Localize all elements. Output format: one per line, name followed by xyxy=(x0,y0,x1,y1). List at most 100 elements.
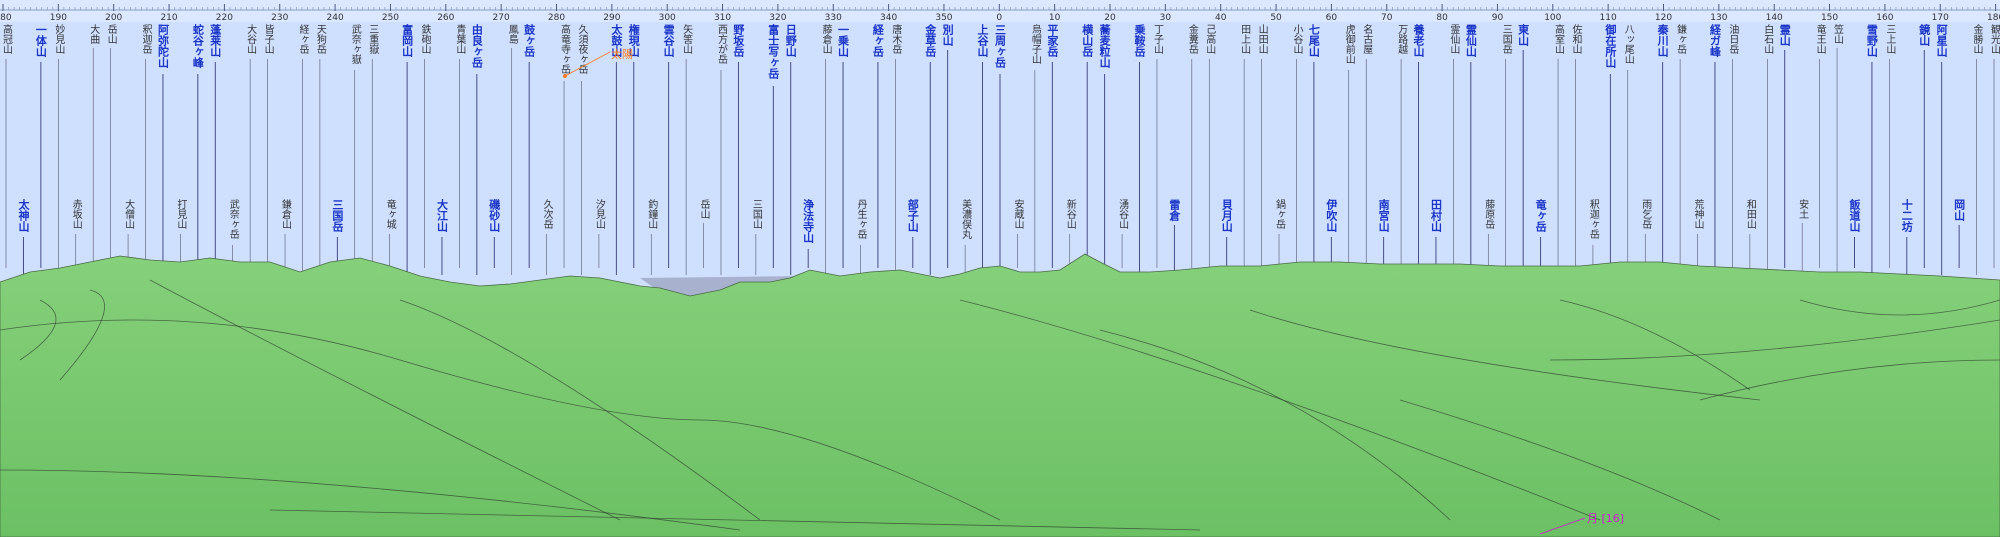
peak-label[interactable]: 鼓ヶ岳 xyxy=(523,23,536,57)
peak-label[interactable]: 小谷山 xyxy=(1291,24,1303,54)
peak-label[interactable]: 安蔵山 xyxy=(1012,198,1024,229)
peak-label[interactable]: 野坂岳 xyxy=(732,24,745,57)
peak-label[interactable]: 雷倉 xyxy=(1168,199,1182,222)
peak-label[interactable]: 伊吹山 xyxy=(1325,198,1339,233)
peak-label[interactable]: 和田山 xyxy=(1744,199,1756,229)
peak-label[interactable]: 西方が岳 xyxy=(715,24,727,65)
peak-label[interactable]: 由良ヶ岳 xyxy=(470,23,483,68)
peak-label[interactable]: 三国山 xyxy=(750,199,762,229)
peak-label[interactable]: 八ッ尾山 xyxy=(1622,24,1634,64)
peak-label[interactable]: 岳山 xyxy=(105,24,117,44)
peak-label[interactable]: 金糞岳 xyxy=(1186,23,1198,55)
peak-label[interactable]: 皆子山 xyxy=(262,24,274,54)
peak-label[interactable]: 一乗山 xyxy=(837,24,850,58)
peak-label[interactable]: 安土 xyxy=(1797,198,1809,219)
peak-label[interactable]: 佐和山 xyxy=(1570,24,1582,54)
peak-label[interactable]: 大曲 xyxy=(88,23,100,44)
peak-label[interactable]: 虎御前山 xyxy=(1343,24,1355,64)
peak-label[interactable]: 鏡山 xyxy=(1918,23,1931,47)
peak-label[interactable]: 東山 xyxy=(1517,23,1530,47)
peak-label[interactable]: 別山 xyxy=(941,23,955,47)
peak-label[interactable]: 貝月山 xyxy=(1220,199,1234,233)
peak-label[interactable]: 釈迦ヶ岳 xyxy=(1587,198,1599,240)
peak-label[interactable]: 鉄砲山 xyxy=(419,23,431,54)
peak-label[interactable]: 観光山 xyxy=(1989,23,2000,54)
peak-label[interactable]: 雲谷山 xyxy=(662,24,675,58)
peak-label[interactable]: 岡山 xyxy=(1953,199,1966,222)
peak-label[interactable]: 秦川山 xyxy=(1656,23,1670,58)
peak-label[interactable]: 金草岳 xyxy=(924,23,938,57)
peak-label[interactable]: 経ヶ岳 xyxy=(297,23,309,55)
peak-label[interactable]: 丹生ヶ岳 xyxy=(855,199,867,240)
peak-label[interactable]: 油日岳 xyxy=(1727,23,1739,55)
peak-label[interactable]: 万路越 xyxy=(1396,24,1408,54)
peak-label[interactable]: 三国岳 xyxy=(1500,24,1512,55)
peak-label[interactable]: 久次岳 xyxy=(541,199,553,230)
peak-label[interactable]: 富士写ヶ岳 xyxy=(767,23,780,79)
peak-label[interactable]: 烏帽子山 xyxy=(1029,23,1041,64)
peak-label[interactable]: 高冠山 xyxy=(1,23,13,54)
peak-label[interactable]: 赤坂山 xyxy=(70,199,82,229)
peak-label[interactable]: 笠山 xyxy=(1832,23,1844,44)
peak-label[interactable]: 十二坊 xyxy=(1900,198,1913,233)
peak-label[interactable]: 三周ヶ岳 xyxy=(994,24,1007,68)
peak-label[interactable]: 鍋ヶ岳 xyxy=(1274,198,1286,230)
peak-label[interactable]: 藤原岳 xyxy=(1483,199,1495,230)
peak-label[interactable]: 久須夜ヶ岳 xyxy=(576,24,588,75)
peak-label[interactable]: 日野山 xyxy=(784,24,797,58)
peak-label[interactable]: 三上山 xyxy=(1884,24,1896,54)
peak-label[interactable]: 金勝山 xyxy=(1971,23,1983,54)
peak-label[interactable]: 霊仙山 xyxy=(1448,24,1460,54)
peak-label[interactable]: 妙見山 xyxy=(53,23,65,54)
peak-label[interactable]: 美濃俣丸 xyxy=(960,198,972,239)
sun-icon[interactable] xyxy=(563,74,567,78)
peak-label[interactable]: 南宮山 xyxy=(1377,198,1390,233)
peak-label[interactable]: 蓬莱山 xyxy=(209,23,222,58)
peak-label[interactable]: 部子山 xyxy=(906,198,919,233)
peak-label[interactable]: 竜ヶ岳 xyxy=(1534,198,1547,232)
peak-label[interactable]: 汐見山 xyxy=(593,198,605,229)
peak-label[interactable]: 霊仙山 xyxy=(1464,24,1477,58)
peak-label[interactable]: 青葉山 xyxy=(454,23,466,54)
peak-label[interactable]: 経ガ峰 xyxy=(1708,23,1721,58)
peak-label[interactable]: 鎌ヶ岳 xyxy=(1675,23,1687,55)
peak-label[interactable]: 雨乞岳 xyxy=(1640,199,1652,230)
peak-label[interactable]: 釈迦岳 xyxy=(140,23,152,55)
peak-label[interactable]: 高室山 xyxy=(1553,23,1565,54)
peak-label[interactable]: 浄法寺山 xyxy=(802,198,815,244)
peak-label[interactable]: 阿弥陀山 xyxy=(156,23,169,69)
peak-label[interactable]: 養老山 xyxy=(1412,23,1426,58)
peak-label[interactable]: 田村山 xyxy=(1429,199,1442,233)
peak-label[interactable]: 竜ヶ城 xyxy=(384,198,396,230)
peak-label[interactable]: 竜王山 xyxy=(1814,23,1826,54)
peak-label[interactable]: 雪野山 xyxy=(1865,24,1878,58)
peak-label[interactable]: 平家岳 xyxy=(1046,24,1059,57)
peak-label[interactable]: 飯道山 xyxy=(1848,198,1862,233)
peak-label[interactable]: 大谷山 xyxy=(245,23,257,54)
peak-label[interactable]: 太神山 xyxy=(17,198,31,233)
peak-label[interactable]: 上谷山 xyxy=(976,23,989,58)
peak-label[interactable]: 釣鐘山 xyxy=(646,198,658,229)
peak-label[interactable]: 白石山 xyxy=(1762,23,1774,54)
peak-label[interactable]: 鎌倉山 xyxy=(280,198,292,229)
peak-label[interactable]: 武奈ヶ岳 xyxy=(227,198,239,240)
peak-label[interactable]: 藤倉山 xyxy=(820,24,832,54)
peak-label[interactable]: 霊山 xyxy=(1778,24,1791,47)
peak-label[interactable]: 矢筈山 xyxy=(681,23,693,54)
peak-label[interactable]: 己高山 xyxy=(1204,24,1216,54)
peak-label[interactable]: 大江山 xyxy=(435,198,448,233)
peak-label[interactable]: 七尾山 xyxy=(1307,23,1321,58)
peak-label[interactable]: 一体山 xyxy=(34,24,47,58)
peak-label[interactable]: 大僧山 xyxy=(123,198,135,229)
peak-label[interactable]: 経ヶ岳 xyxy=(871,23,884,57)
peak-label[interactable]: 丁子山 xyxy=(1151,24,1163,54)
peak-label[interactable]: 高竜寺ヶ岳 xyxy=(559,23,571,75)
peak-label[interactable]: 横山岳 xyxy=(1081,23,1094,57)
peak-label[interactable]: 新谷山 xyxy=(1064,198,1076,229)
peak-label[interactable]: 乗鞍岳 xyxy=(1133,23,1146,57)
peak-label[interactable]: 武奈ヶ嶽 xyxy=(349,23,361,65)
peak-label[interactable]: 岳山 xyxy=(698,199,710,219)
peak-label[interactable]: 蛇谷ヶ峰 xyxy=(191,23,204,69)
peak-label[interactable]: 蕎麦粒山 xyxy=(1098,23,1112,69)
